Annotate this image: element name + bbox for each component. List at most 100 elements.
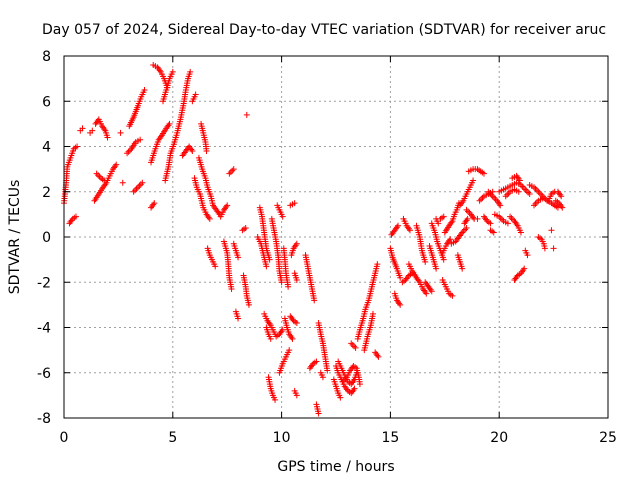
- data-point: [293, 319, 300, 326]
- y-tick-label: 2: [42, 185, 51, 201]
- data-point: [136, 182, 143, 189]
- data-point: [522, 186, 529, 193]
- data-point: [130, 188, 137, 195]
- data-point: [95, 172, 102, 179]
- data-point: [476, 197, 483, 204]
- data-point: [470, 177, 477, 184]
- data-point: [117, 129, 124, 136]
- data-point: [422, 258, 429, 265]
- data-point: [397, 274, 404, 281]
- y-tick-labels: -8 -6 -4 -2 0 2 4 6 8: [37, 49, 51, 427]
- x-tick-label: 20: [490, 430, 508, 446]
- data-point: [235, 315, 242, 322]
- data-point: [228, 286, 235, 293]
- data-point: [531, 202, 538, 209]
- data-point: [497, 215, 504, 222]
- data-point: [74, 143, 81, 150]
- data-point: [369, 310, 376, 317]
- data-point: [139, 179, 146, 186]
- data-point: [351, 343, 358, 350]
- data-point: [397, 301, 404, 308]
- data-point: [79, 125, 86, 132]
- data-point: [550, 245, 557, 252]
- data-point: [440, 256, 447, 263]
- data-point: [212, 263, 219, 270]
- data-point: [229, 167, 236, 174]
- data-point: [206, 215, 213, 222]
- data-point: [465, 208, 472, 215]
- data-point: [125, 148, 132, 155]
- data-point: [520, 184, 527, 191]
- data-point: [521, 265, 528, 272]
- chart-title: Day 057 of 2024, Sidereal Day-to-day VTE…: [42, 22, 606, 38]
- data-point: [515, 188, 522, 195]
- data-point: [463, 224, 470, 231]
- data-point: [505, 190, 512, 197]
- data-point: [141, 86, 148, 93]
- data-point: [113, 161, 120, 168]
- data-point: [502, 193, 509, 200]
- data-point: [433, 265, 440, 272]
- x-tick-label: 0: [60, 430, 69, 446]
- data-point: [539, 195, 546, 202]
- data-point: [352, 344, 359, 351]
- data-point: [491, 194, 498, 201]
- data-point: [263, 263, 270, 270]
- data-point: [507, 213, 514, 220]
- data-point: [93, 170, 100, 177]
- data-point: [203, 148, 210, 155]
- x-axis-label: GPS time / hours: [277, 459, 394, 475]
- data-point: [435, 220, 442, 227]
- data-point: [293, 240, 300, 247]
- y-tick-label: -6: [37, 366, 51, 382]
- data-point: [504, 191, 511, 198]
- data-point: [516, 177, 523, 184]
- data-points: [61, 62, 566, 417]
- x-tick-label: 25: [599, 430, 617, 446]
- data-point: [243, 111, 250, 118]
- data-point: [319, 374, 326, 381]
- data-point: [192, 91, 199, 98]
- data-point: [151, 200, 158, 207]
- data-point: [459, 265, 466, 272]
- data-point: [224, 202, 231, 209]
- data-point: [349, 341, 356, 348]
- data-point: [137, 181, 144, 188]
- data-point: [532, 200, 539, 207]
- data-point: [101, 177, 108, 184]
- data-point: [524, 252, 531, 259]
- data-point: [189, 148, 196, 155]
- data-point: [447, 236, 454, 243]
- data-point: [137, 136, 144, 143]
- data-point: [226, 170, 233, 177]
- data-point: [235, 254, 242, 261]
- data-point: [406, 227, 413, 234]
- data-point: [428, 288, 435, 295]
- data-point: [293, 392, 300, 399]
- data-point: [104, 134, 111, 141]
- axis-ticks: [63, 55, 609, 419]
- data-point: [351, 385, 358, 392]
- data-point: [504, 220, 511, 227]
- data-point: [519, 183, 526, 190]
- data-point: [508, 215, 515, 222]
- data-point: [289, 335, 296, 342]
- x-tick-label: 5: [168, 430, 177, 446]
- data-point: [532, 185, 539, 192]
- data-point: [533, 199, 540, 206]
- data-point: [348, 340, 355, 347]
- data-point: [315, 410, 322, 417]
- data-point: [242, 224, 249, 231]
- data-point: [525, 189, 532, 196]
- data-point: [89, 127, 96, 134]
- data-point: [166, 120, 173, 127]
- data-point: [324, 367, 331, 374]
- data-point: [548, 227, 555, 234]
- data-point: [487, 220, 494, 227]
- data-point: [119, 179, 126, 186]
- data-point: [285, 283, 292, 290]
- data-point: [187, 68, 194, 75]
- data-point: [267, 335, 274, 342]
- y-axis-label: SDTVAR / TECUs: [7, 180, 23, 295]
